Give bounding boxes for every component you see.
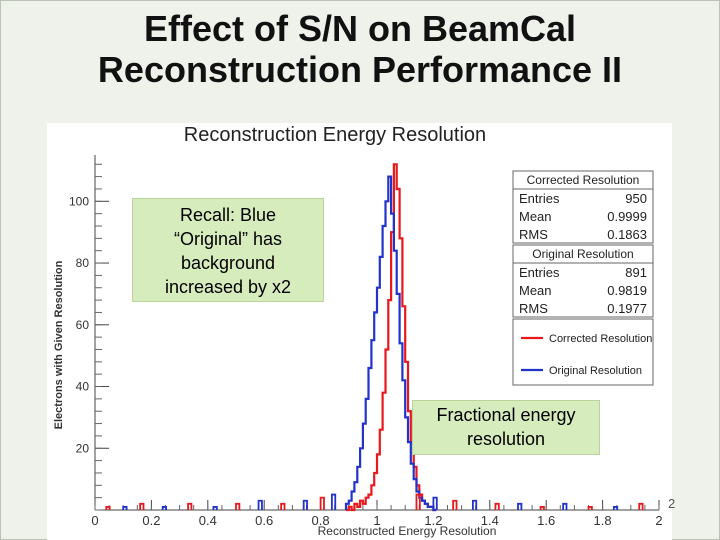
noise-bin (587, 506, 593, 510)
legend-label: Corrected Resolution (549, 333, 652, 345)
noise-bin (432, 496, 438, 510)
stats-label: Entries (519, 191, 560, 206)
x-tick-label: 0 (91, 513, 98, 528)
noise-bin (161, 506, 167, 510)
y-tick-label: 40 (76, 380, 90, 394)
y-tick-label: 100 (69, 194, 89, 208)
stats-value: 0.9819 (607, 283, 647, 298)
callout-line: background (180, 253, 276, 273)
x-tick-label: 0.2 (142, 513, 160, 528)
stats-value: 0.1863 (607, 227, 647, 242)
recall-callout: Recall: Blue “Original” has background i… (132, 198, 324, 302)
callout-line: Fractional energy (436, 405, 576, 425)
noise-bin (122, 506, 128, 510)
stats-box (512, 244, 654, 318)
callout-line: Recall: Blue (179, 205, 277, 225)
stats-box (512, 170, 654, 244)
x-axis-label: Reconstructed Energy Resolution (318, 524, 497, 538)
chart-svg: Reconstruction Energy Resolution Reconst… (53, 124, 663, 538)
stats-label: Mean (519, 209, 552, 224)
legend-label: Original Resolution (549, 365, 642, 377)
chart-title: Reconstruction Energy Resolution (184, 124, 486, 146)
stats-header: Original Resolution (532, 247, 633, 261)
noise-bin (257, 499, 263, 510)
fractional-callout: Fractional energy resolution (412, 400, 600, 455)
series-lines (105, 163, 644, 512)
stats-value: 891 (625, 265, 647, 280)
stats-header: Corrected Resolution (527, 173, 640, 187)
x-tick-label: 1 (373, 513, 380, 528)
x-tick-label: 1.4 (481, 513, 499, 528)
y-tick-label: 80 (76, 256, 90, 270)
noise-bin (187, 502, 193, 510)
stats-label: Mean (519, 283, 552, 298)
y-tick-label: 60 (76, 318, 90, 332)
x-tick-label: 1.6 (537, 513, 555, 528)
legend-box (512, 318, 654, 386)
histogram-plot: Reconstruction Energy Resolution Reconst… (47, 123, 672, 540)
slide-title: Effect of S/N on BeamCal Reconstruction … (0, 8, 720, 90)
noise-bin (452, 499, 458, 510)
noise-bin (302, 499, 308, 510)
x-tick-label: 1.2 (424, 513, 442, 528)
noise-bin (539, 506, 545, 510)
title-line-2: Reconstruction Performance II (97, 49, 623, 90)
stats-label: Entries (519, 265, 560, 280)
y-tick-label: 20 (76, 441, 90, 455)
legend: Corrected Resolution Original Resolution (512, 318, 654, 386)
noise-bin (330, 493, 337, 510)
histogram-series-original (344, 175, 437, 512)
stats-label: RMS (519, 227, 548, 242)
callout-line: resolution (466, 429, 546, 449)
noise-bin (235, 502, 241, 510)
stats-value: 950 (625, 191, 647, 206)
noise-bin (319, 496, 325, 510)
noise-bin (139, 502, 145, 510)
noise-bin (638, 502, 644, 510)
callout-line: “Original” has (173, 229, 283, 249)
x-tick-label: 0.4 (199, 513, 217, 528)
noise-bin (415, 493, 421, 510)
x-tick-label: 2 (655, 513, 662, 528)
noise-bin (280, 502, 286, 510)
callout-line: increased by x2 (164, 277, 292, 297)
noise-bin (612, 506, 619, 510)
axes: 0 0.2 0.4 0.6 0.8 1 1.2 1.4 1.6 1.8 2 20 40 60 80 100 (69, 155, 663, 528)
noise-bin (494, 502, 500, 510)
x-tick-label: 0.8 (312, 513, 330, 528)
stats-label: RMS (519, 301, 548, 316)
x-tick-label: 1.8 (594, 513, 612, 528)
noise-bin (105, 506, 111, 510)
noise-bin (471, 499, 478, 510)
noise-bin (517, 502, 523, 510)
stats-value: 0.1977 (607, 301, 647, 316)
stats-value: 0.9999 (607, 209, 647, 224)
stats-boxes: Corrected Resolution Entries 950 Mean 0.9999… (512, 170, 654, 318)
noise-bin (562, 502, 568, 510)
slide-number: 2 (668, 496, 676, 511)
title-line-1: Effect of S/N on BeamCal (143, 8, 577, 49)
y-axis-label: Electrons with Given Resolution (53, 260, 65, 429)
noise-bin (212, 506, 218, 510)
x-tick-label: 0.6 (255, 513, 273, 528)
